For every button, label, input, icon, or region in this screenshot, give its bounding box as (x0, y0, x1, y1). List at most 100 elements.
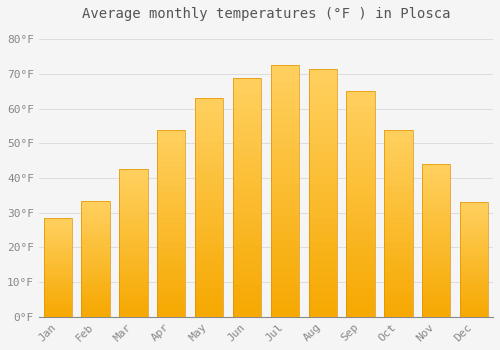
Bar (270, 166, 299, 174)
Bar (44, 251, 72, 254)
Bar (82, 247, 110, 251)
Bar (195, 135, 224, 142)
Bar (346, 257, 375, 264)
Bar (384, 248, 412, 254)
Bar (119, 189, 148, 194)
Bar (422, 302, 450, 307)
Bar (44, 274, 72, 277)
Bar (195, 215, 224, 222)
Bar (460, 264, 488, 267)
Bar (270, 65, 299, 74)
Bar (422, 307, 450, 312)
Bar (270, 258, 299, 267)
Bar (195, 295, 224, 302)
Bar (157, 142, 186, 148)
Bar (44, 277, 72, 281)
Bar (384, 130, 412, 136)
Bar (384, 136, 412, 142)
Bar (422, 296, 450, 302)
Bar (384, 186, 412, 192)
Bar (270, 283, 299, 292)
Bar (82, 228, 110, 232)
Bar (384, 267, 412, 273)
Bar (460, 267, 488, 271)
Bar (195, 186, 224, 193)
Bar (460, 294, 488, 298)
Bar (233, 102, 261, 110)
Bar (308, 300, 337, 309)
Bar (422, 292, 450, 296)
Bar (346, 159, 375, 167)
Bar (195, 302, 224, 309)
Bar (460, 244, 488, 248)
Bar (119, 224, 148, 229)
Bar (82, 201, 110, 204)
Bar (233, 229, 261, 237)
Bar (422, 195, 450, 200)
Bar (44, 221, 72, 225)
Bar (44, 271, 72, 274)
Bar (195, 127, 224, 135)
Bar (270, 208, 299, 216)
Bar (119, 169, 148, 174)
Bar (308, 201, 337, 209)
Bar (233, 158, 261, 165)
Bar (44, 264, 72, 267)
Bar (308, 143, 337, 152)
Bar (233, 253, 261, 261)
Bar (119, 248, 148, 253)
Bar (233, 237, 261, 245)
Bar (233, 213, 261, 221)
Bar (82, 294, 110, 298)
Bar (195, 244, 224, 251)
Bar (460, 248, 488, 252)
Bar (233, 181, 261, 189)
Bar (157, 261, 186, 267)
Bar (308, 168, 337, 176)
Bar (233, 205, 261, 213)
Bar (346, 249, 375, 257)
Bar (384, 217, 412, 223)
Bar (44, 267, 72, 271)
Bar (157, 223, 186, 230)
Bar (422, 271, 450, 276)
Bar (270, 300, 299, 308)
Bar (44, 300, 72, 304)
Bar (44, 261, 72, 264)
Bar (119, 268, 148, 273)
Bar (157, 279, 186, 286)
Bar (270, 133, 299, 141)
Bar (233, 110, 261, 118)
Bar (422, 200, 450, 205)
Bar (195, 120, 224, 127)
Bar (44, 287, 72, 290)
Bar (270, 82, 299, 91)
Bar (346, 212, 375, 219)
Bar (346, 302, 375, 309)
Bar (195, 237, 224, 244)
Bar (157, 148, 186, 155)
Bar (422, 246, 450, 251)
Bar (384, 298, 412, 304)
Bar (157, 242, 186, 248)
Bar (308, 77, 337, 85)
Bar (270, 267, 299, 275)
Bar (346, 294, 375, 302)
Bar (44, 294, 72, 297)
Bar (346, 234, 375, 242)
Bar (233, 309, 261, 317)
Bar (346, 144, 375, 152)
Bar (233, 269, 261, 277)
Bar (460, 313, 488, 317)
Bar (119, 297, 148, 302)
Bar (460, 309, 488, 313)
Bar (44, 284, 72, 287)
Bar (270, 216, 299, 225)
Bar (346, 309, 375, 317)
Bar (119, 169, 148, 317)
Bar (82, 274, 110, 278)
Bar (346, 272, 375, 279)
Bar (270, 149, 299, 158)
Bar (346, 287, 375, 294)
Bar (119, 233, 148, 238)
